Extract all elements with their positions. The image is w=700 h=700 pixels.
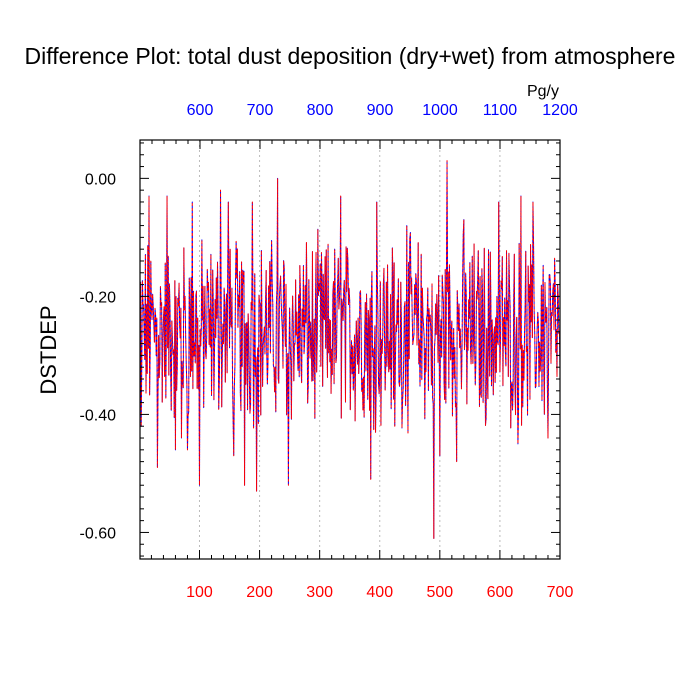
top-tick-label: 1100 bbox=[483, 102, 518, 119]
y-tick-label: 0.00 bbox=[85, 171, 116, 188]
data-point bbox=[394, 426, 395, 427]
tick-labels: 100 200 300 400 500 600 700 600 700 800 900 1000 110… bbox=[80, 102, 578, 601]
data-point bbox=[149, 196, 150, 197]
top-tick-label: 1200 bbox=[542, 102, 578, 119]
data-point bbox=[244, 485, 245, 486]
data-point bbox=[456, 461, 457, 462]
data-point bbox=[533, 202, 534, 203]
data-point bbox=[463, 219, 464, 220]
top-tick-label: 700 bbox=[247, 102, 274, 119]
data-point bbox=[498, 202, 499, 203]
y-axis-label: DSTDEP bbox=[36, 305, 61, 394]
y-tick-label: -0.60 bbox=[80, 525, 117, 542]
top-tick-label: 800 bbox=[307, 102, 334, 119]
series-group bbox=[139, 160, 561, 539]
data-point bbox=[256, 491, 257, 492]
data-point bbox=[518, 444, 519, 445]
data-point bbox=[370, 479, 371, 480]
data-point bbox=[167, 196, 168, 197]
y-tick-label: -0.40 bbox=[80, 407, 117, 424]
tick-marks bbox=[140, 140, 561, 559]
data-point bbox=[187, 449, 188, 450]
series-line-red bbox=[139, 160, 561, 539]
x-tick-label: 400 bbox=[366, 584, 393, 601]
data-point bbox=[340, 196, 341, 197]
data-point bbox=[181, 438, 182, 439]
data-point bbox=[277, 178, 278, 179]
x-tick-label: 600 bbox=[487, 584, 514, 601]
data-point bbox=[406, 225, 407, 226]
data-point bbox=[433, 538, 434, 539]
data-point bbox=[439, 455, 440, 456]
data-point bbox=[228, 202, 229, 203]
chart-title: Difference Plot: total dust deposition (… bbox=[25, 43, 676, 69]
x-tick-label: 700 bbox=[547, 584, 574, 601]
data-point bbox=[220, 190, 221, 191]
data-point bbox=[521, 196, 522, 197]
data-point bbox=[157, 467, 158, 468]
data-point bbox=[447, 160, 448, 161]
y-tick-label: -0.20 bbox=[80, 289, 117, 306]
x-tick-label: 200 bbox=[246, 584, 273, 601]
top-tick-label: 600 bbox=[187, 102, 214, 119]
data-point bbox=[252, 202, 253, 203]
data-point bbox=[199, 485, 200, 486]
data-point bbox=[313, 355, 314, 356]
top-tick-label: 1000 bbox=[422, 102, 458, 119]
top-tick-label: 900 bbox=[367, 102, 394, 119]
data-point bbox=[288, 485, 289, 486]
data-point bbox=[175, 449, 176, 450]
plot-frame bbox=[139, 139, 561, 560]
data-point bbox=[233, 455, 234, 456]
x-tick-label: 300 bbox=[306, 584, 333, 601]
x-tick-label: 100 bbox=[186, 584, 213, 601]
data-point bbox=[376, 202, 377, 203]
data-point bbox=[548, 438, 549, 439]
top-axis-unit-label: Pg/y bbox=[527, 83, 559, 100]
x-tick-label: 500 bbox=[426, 584, 453, 601]
data-point bbox=[192, 202, 193, 203]
